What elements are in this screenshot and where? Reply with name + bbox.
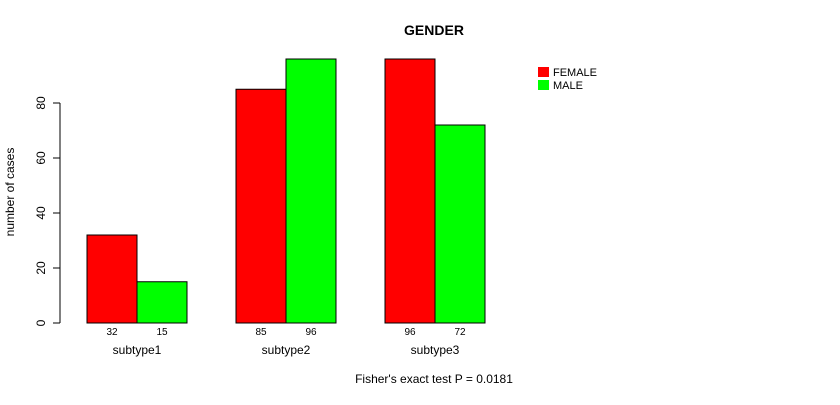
bar-female-subtype1 bbox=[86, 234, 138, 324]
category-label: subtype3 bbox=[411, 343, 460, 357]
bar-value-label: 85 bbox=[255, 327, 267, 338]
y-axis: 0 20 40 60 80 bbox=[34, 96, 61, 326]
y-tick-label: 80 bbox=[34, 96, 48, 110]
bars-group bbox=[86, 58, 486, 324]
category-labels: subtype1 subtype2 subtype3 bbox=[113, 343, 460, 357]
bar-value-label: 72 bbox=[454, 327, 466, 338]
bar-value-label: 96 bbox=[404, 327, 416, 338]
bar-male-subtype3 bbox=[434, 124, 486, 324]
legend-swatch-female bbox=[538, 67, 549, 77]
bar-value-label: 96 bbox=[305, 327, 317, 338]
legend-swatch-male bbox=[538, 80, 549, 90]
y-tick-label: 20 bbox=[34, 261, 48, 275]
bar-female-subtype2 bbox=[235, 88, 287, 324]
bar-value-labels: 32 15 85 96 96 72 bbox=[106, 327, 466, 338]
legend-label-male: MALE bbox=[553, 80, 583, 92]
bar-value-label: 15 bbox=[156, 327, 168, 338]
legend-label-female: FEMALE bbox=[553, 67, 597, 79]
bar-male-subtype1 bbox=[136, 281, 188, 324]
bar-male-subtype2 bbox=[285, 58, 337, 324]
chart-title: GENDER bbox=[404, 22, 464, 38]
y-tick-label: 0 bbox=[34, 319, 48, 326]
y-axis-label: number of cases bbox=[3, 148, 17, 237]
chart-footnote: Fisher's exact test P = 0.0181 bbox=[355, 372, 513, 386]
bar-female-subtype3 bbox=[384, 58, 436, 324]
category-label: subtype2 bbox=[262, 343, 311, 357]
y-tick-label: 40 bbox=[34, 206, 48, 220]
category-label: subtype1 bbox=[113, 343, 162, 357]
y-tick-label: 60 bbox=[34, 151, 48, 165]
bar-value-label: 32 bbox=[106, 327, 118, 338]
